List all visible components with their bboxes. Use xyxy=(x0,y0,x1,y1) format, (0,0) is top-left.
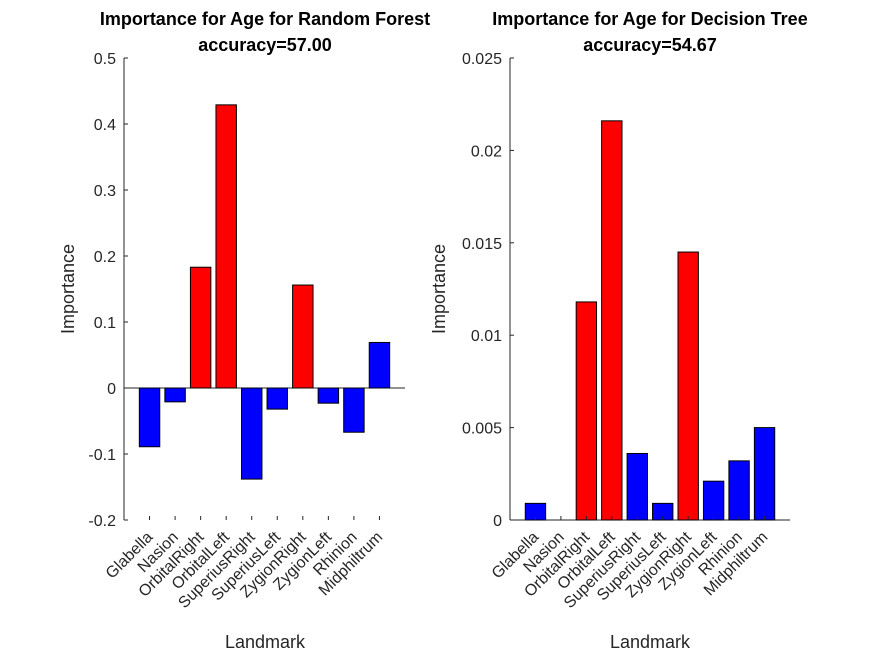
chart-1-bar-rhinion xyxy=(343,387,365,433)
chart-2-bar-orbitalleft xyxy=(601,120,623,521)
chart-2-bar-zygionright xyxy=(677,251,699,521)
chart-1-bar-orbitalright xyxy=(189,266,212,389)
chart-2-y-tick-label: 0.005 xyxy=(462,421,502,438)
chart-1-bar-superiusright xyxy=(241,387,263,480)
chart-1-y-tick-label: 0 xyxy=(107,381,116,398)
chart-2-bar-orbitalright xyxy=(575,301,598,521)
chart-1-ylabel: Importance xyxy=(58,244,78,334)
chart-2-plot-area: 00.0050.010.0150.020.025GlabellaNasionOr… xyxy=(462,51,790,612)
chart-2-xlabel: Landmark xyxy=(610,632,691,652)
chart-2-ylabel: Importance xyxy=(429,244,449,334)
chart-2-bar-superiusright xyxy=(626,452,648,521)
chart-1-bar-zygionleft xyxy=(317,387,340,404)
chart-2-y-tick-label: 0.025 xyxy=(462,51,502,68)
chart-2-y-tick-label: 0.01 xyxy=(471,328,502,345)
chart-1-subtitle: accuracy=57.00 xyxy=(198,35,332,55)
chart-1-bar-superiusleft xyxy=(266,387,288,410)
chart-1-y-tick-label: 0.3 xyxy=(94,183,116,200)
chart-1-y-tick-label: -0.2 xyxy=(88,513,116,530)
chart-1-plot-area: -0.2-0.100.10.20.30.40.5GlabellaNasionOr… xyxy=(88,51,405,612)
chart-1-bar-glabella xyxy=(138,387,161,448)
chart-1-y-tick-label: 0.2 xyxy=(94,249,116,266)
chart-2-bar-zygionleft xyxy=(702,480,725,521)
chart-1-bar-orbitalleft xyxy=(215,104,237,389)
chart-2-subtitle: accuracy=54.67 xyxy=(583,35,717,55)
chart-1-y-tick-label: 0.5 xyxy=(94,51,116,68)
chart-2-bar-midphiltrum xyxy=(753,427,776,521)
chart-1-y-tick-label: 0.1 xyxy=(94,315,116,332)
chart-1-y-tick-label: -0.1 xyxy=(88,447,116,464)
chart-1-bar-nasion xyxy=(164,387,186,403)
chart-1-title: Importance for Age for Random Forest xyxy=(100,9,430,29)
chart-2-title: Importance for Age for Decision Tree xyxy=(492,9,807,29)
chart-2-y-tick-label: 0.02 xyxy=(471,143,502,160)
chart-1-xlabel: Landmark xyxy=(225,632,306,652)
chart-1-bar-zygionright xyxy=(292,284,314,389)
chart-1-y-tick-label: 0.4 xyxy=(94,117,116,134)
chart-1-bar-midphiltrum xyxy=(368,341,391,389)
chart-2-bar-rhinion xyxy=(728,460,750,521)
chart-2-y-tick-label: 0 xyxy=(493,513,502,530)
chart-2-y-tick-label: 0.015 xyxy=(462,236,502,253)
